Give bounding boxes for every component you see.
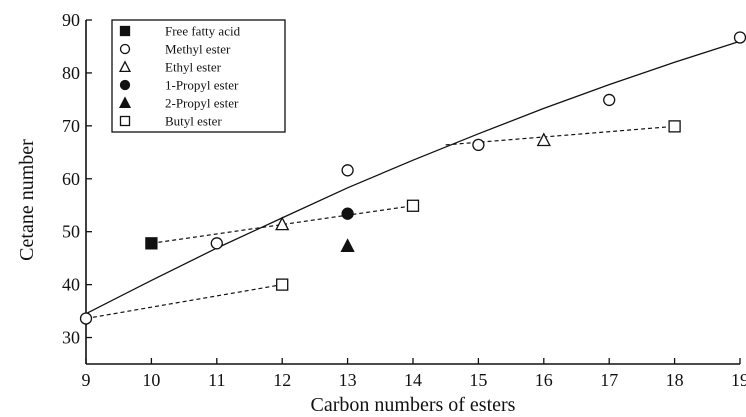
y-axis-label: Cetane number [16, 139, 38, 261]
x-tick-label: 18 [666, 370, 684, 390]
point-butyl-ester [276, 278, 289, 291]
axis-ticks: 9 10 11 12 13 14 15 16 17 18 19 30 40 50 60 70 80 90 [62, 10, 746, 390]
x-tick-label: 9 [82, 370, 91, 390]
point-methyl-ester [210, 237, 223, 250]
dashed-line [85, 284, 283, 320]
legend-label: 1-Propyl ester [165, 78, 239, 93]
point-methyl-ester [472, 138, 485, 152]
point-ethyl-ester [536, 132, 551, 147]
legend-marker-free-fatty-acid [119, 25, 131, 37]
point-methyl-ester [603, 93, 616, 107]
data-points [79, 31, 746, 325]
point-methyl-ester [79, 312, 93, 325]
x-tick-label: 11 [208, 370, 225, 390]
x-tick-label: 13 [339, 370, 357, 390]
point-2-propyl-ester [340, 238, 355, 253]
dashed-line [151, 205, 414, 244]
point-methyl-ester [733, 31, 746, 44]
point-butyl-ester [668, 120, 681, 133]
legend-marker-butyl-ester [119, 115, 131, 127]
legend-label: Methyl ester [165, 42, 231, 57]
legend-box [111, 19, 286, 133]
legend: Free fatty acid Methyl ester Ethyl ester 1-… [111, 19, 286, 133]
x-tick-label: 16 [535, 370, 553, 390]
y-tick-label: 50 [62, 222, 80, 242]
legend-label: Ethyl ester [165, 60, 222, 75]
x-tick-label: 15 [469, 370, 487, 390]
legend-marker-methyl-ester [119, 43, 131, 55]
chart-lines [85, 40, 741, 320]
legend-marker-1-propyl-ester [119, 79, 131, 91]
legend-marker-2-propyl-ester [118, 96, 132, 109]
legend-label: Free fatty acid [165, 24, 241, 39]
y-tick-label: 60 [62, 169, 80, 189]
point-free-fatty-acid [145, 237, 158, 250]
y-tick-label: 40 [62, 275, 80, 295]
x-tick-label: 12 [273, 370, 291, 390]
x-tick-label: 14 [404, 370, 422, 390]
point-methyl-ester [341, 164, 354, 177]
point-butyl-ester [406, 199, 420, 212]
point-1-propyl-ester [341, 207, 354, 220]
point-ethyl-ester [275, 216, 290, 231]
x-tick-label: 10 [142, 370, 160, 390]
legend-label: 2-Propyl ester [165, 96, 239, 111]
x-tick-label: 17 [600, 370, 618, 390]
x-axis-label: Carbon numbers of esters [311, 394, 516, 416]
legend-marker-ethyl-ester [118, 60, 132, 73]
y-tick-label: 30 [62, 328, 80, 348]
trend-line [85, 40, 741, 315]
y-tick-label: 90 [62, 10, 80, 30]
dashed-line [445, 125, 675, 146]
legend-label: Butyl ester [165, 114, 222, 129]
x-tick-label: 19 [731, 370, 746, 390]
y-tick-label: 70 [62, 116, 80, 136]
y-tick-label: 80 [62, 63, 80, 83]
